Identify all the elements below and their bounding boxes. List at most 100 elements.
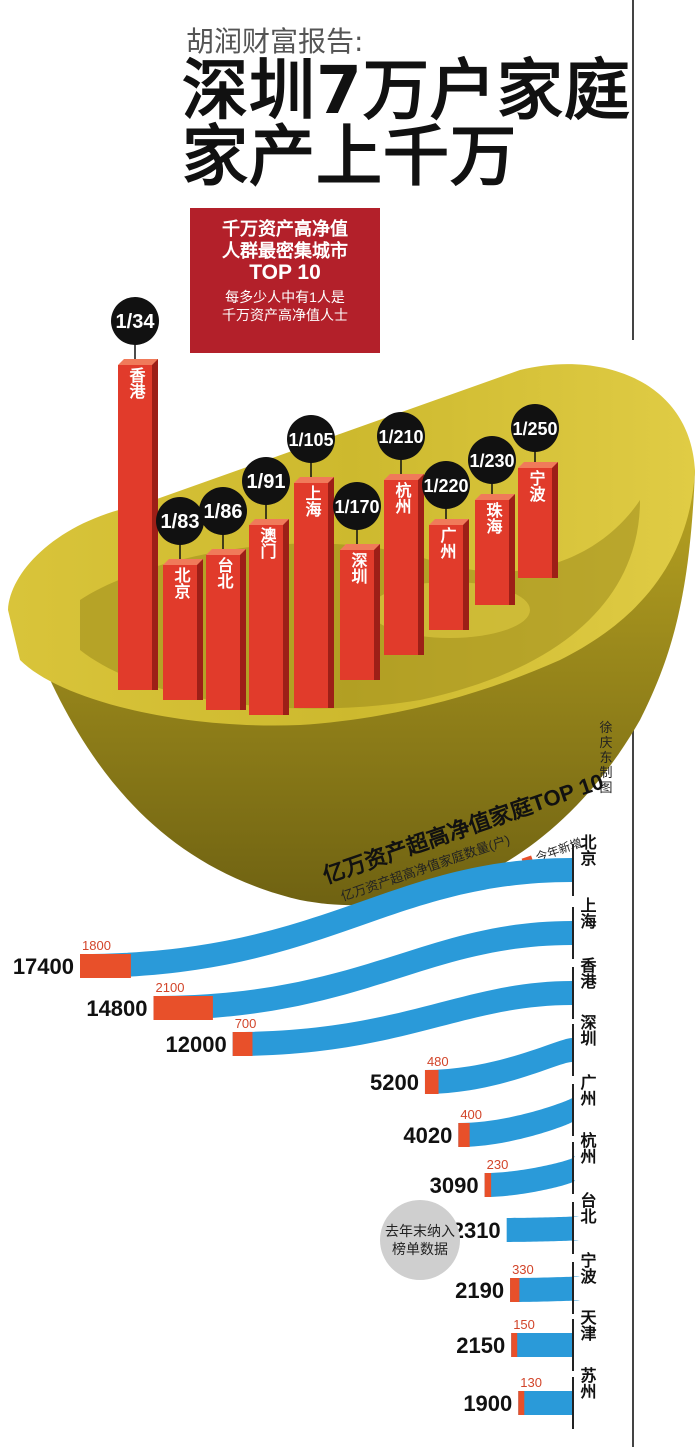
bar-side [197, 559, 203, 700]
new-segment [424, 1070, 439, 1094]
new-value-label: 130 [520, 1375, 542, 1390]
ratio-label: 1/83 [161, 511, 200, 533]
new-segment [232, 1032, 253, 1056]
bar-top [163, 559, 203, 565]
ratio-label: 1/34 [116, 311, 156, 333]
ratio-circle [511, 404, 559, 452]
bar-top [429, 519, 469, 525]
ratio-circle [377, 412, 425, 460]
bar-上海 [294, 483, 328, 708]
bar-top [249, 519, 289, 525]
bar-广州 [429, 525, 463, 630]
ratio-circle [287, 415, 335, 463]
bar-top [206, 549, 246, 555]
divider-line [632, 700, 634, 1447]
ribbon-北京 [80, 858, 572, 978]
new-segment [518, 1391, 525, 1415]
bar-香港 [118, 365, 152, 690]
ratio-circle [199, 487, 247, 535]
ratio-label: 1/105 [288, 430, 333, 450]
ratio-label: 1/210 [378, 427, 423, 447]
bar-top [294, 477, 334, 483]
box-sub-line-1: 每多少人中有1人是 [225, 289, 345, 305]
total-value-label: 14800 [86, 996, 147, 1021]
new-segment [153, 996, 213, 1020]
new-value-label: 480 [427, 1054, 449, 1069]
ribbon-天津 [511, 1333, 580, 1357]
ribbon-香港 [232, 981, 573, 1056]
bar-side [418, 474, 424, 655]
ribbon-深圳 [424, 1038, 572, 1094]
ratio-label: 1/170 [334, 497, 379, 517]
new-segment [511, 1333, 518, 1357]
bar-珠海 [475, 500, 509, 605]
city-tick [572, 1377, 574, 1429]
bar-深圳 [340, 550, 374, 680]
headline-line-2: 家产上千万 [182, 118, 517, 195]
city-tick [572, 1262, 574, 1314]
total-value-label: 12000 [166, 1032, 227, 1057]
bar-side [152, 359, 158, 690]
ratio-circle [468, 436, 516, 484]
gold-ingot-chart: 香港 1/34 北京 1/83 台北 1/86 澳门 1/91 上海 1/105 深圳 1/170 杭州… [8, 297, 695, 906]
ratio-label: 1/250 [512, 419, 557, 439]
total-value-label: 3090 [430, 1173, 479, 1198]
bar-category-label: 广州 [438, 526, 458, 559]
city-label: 苏州 [578, 1366, 598, 1399]
city-label: 北京 [578, 834, 597, 867]
bar-side [463, 519, 469, 630]
ribbon-苏州 [518, 1391, 582, 1415]
city-label: 台北 [578, 1191, 597, 1224]
ratio-label: 1/86 [204, 501, 243, 523]
box-title-line-1: 千万资产高净值 [222, 219, 348, 239]
bar-北京 [163, 565, 197, 700]
new-segment [80, 954, 131, 978]
new-segment [484, 1173, 492, 1197]
ribbon-广州 [458, 1098, 573, 1147]
bar-杭州 [384, 480, 418, 655]
bar-category-label: 珠海 [484, 501, 503, 535]
headline-line-1: 深圳7万户家庭 [182, 52, 631, 129]
ratio-circle [242, 457, 290, 505]
bar-category-label: 澳门 [258, 526, 277, 560]
ratio-circle [422, 461, 470, 509]
ribbon-杭州 [484, 1156, 575, 1197]
new-segment [510, 1278, 520, 1302]
bar-category-label: 上海 [303, 485, 322, 518]
note-line-2: 榜单数据 [392, 1241, 448, 1257]
total-value-label: 2150 [456, 1333, 505, 1358]
new-segment [458, 1123, 470, 1147]
ratio-circle [156, 497, 204, 545]
top10-title-box: 千万资产高净值 人群最密集城市 TOP 10 每多少人中有1人是 千万资产高净值… [190, 208, 380, 353]
city-tick [572, 1084, 574, 1136]
city-tick [572, 1319, 574, 1371]
total-value-label: 4020 [403, 1123, 452, 1148]
ratio-label: 1/230 [469, 451, 514, 471]
bar-category-label: 北京 [172, 567, 191, 600]
credit-text: 徐庆东制图 [599, 720, 613, 795]
ribbon-台北 [506, 1216, 579, 1242]
new-value-label: 400 [460, 1107, 482, 1122]
kicker-text: 胡润财富报告: [186, 25, 364, 58]
bar-side [240, 549, 246, 710]
box-title-line-2: 人群最密集城市 [222, 241, 348, 261]
city-tick [572, 1024, 574, 1076]
city-tick [572, 1142, 574, 1194]
new-value-label: 1800 [82, 938, 111, 953]
new-value-label: 330 [512, 1262, 534, 1277]
bar-side [374, 544, 380, 680]
ribbon-上海 [153, 921, 572, 1020]
bar-top [518, 462, 558, 468]
city-tick [572, 907, 574, 959]
city-tick [572, 967, 574, 1019]
city-label: 杭州 [578, 1131, 598, 1164]
new-value-label: 2100 [156, 980, 185, 995]
bar-台北 [206, 555, 240, 710]
bar-category-label: 深圳 [349, 551, 368, 585]
bar-top [384, 474, 424, 480]
bar-top [340, 544, 380, 550]
bar-category-label: 杭州 [393, 481, 413, 514]
city-tick [572, 844, 574, 896]
bar-side [552, 462, 558, 578]
